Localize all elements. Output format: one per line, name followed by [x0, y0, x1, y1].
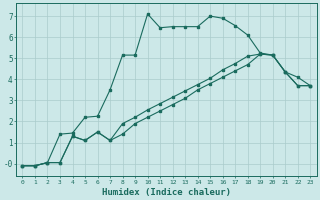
- X-axis label: Humidex (Indice chaleur): Humidex (Indice chaleur): [102, 188, 231, 197]
